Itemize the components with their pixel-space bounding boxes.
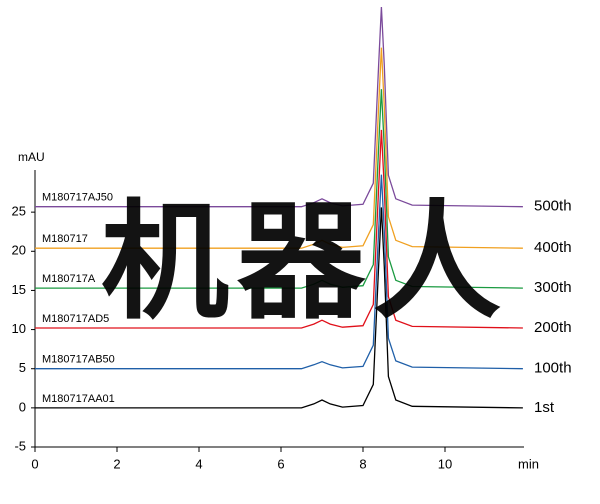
series-sample-label: M180717A xyxy=(42,273,96,285)
legend-label: 200th xyxy=(534,319,572,336)
series-sample-label: M180717AD5 xyxy=(42,313,109,325)
watermark: 机器人 xyxy=(101,191,509,334)
y-tick-label: 20 xyxy=(12,243,26,258)
series-sample-label: M180717AA01 xyxy=(42,393,115,405)
legend-label: 500th xyxy=(534,198,572,215)
series-line xyxy=(35,174,523,370)
series-line xyxy=(35,207,523,409)
series-line xyxy=(35,89,523,289)
x-tick-label: 8 xyxy=(359,456,366,471)
series-sample-label: M180717AB50 xyxy=(42,354,115,366)
legend-label: 300th xyxy=(534,279,572,296)
x-tick-label: 4 xyxy=(195,456,202,471)
x-axis-label: min xyxy=(518,456,539,471)
x-tick-label: 0 xyxy=(31,456,38,471)
series-sample-label: M180717AJ50 xyxy=(42,192,113,204)
y-tick-label: 15 xyxy=(12,282,26,297)
legend-label: 100th xyxy=(534,360,572,377)
y-axis-label: mAU xyxy=(18,150,45,164)
y-tick-label: 10 xyxy=(12,321,26,336)
legend-label: 1st xyxy=(534,399,555,416)
legend-label: 400th xyxy=(534,239,572,256)
y-tick-label: -5 xyxy=(14,438,26,453)
series-line xyxy=(35,6,523,208)
series-line xyxy=(35,129,523,329)
series-line xyxy=(35,47,523,249)
x-tick-label: 2 xyxy=(113,456,120,471)
x-tick-label: 10 xyxy=(438,456,452,471)
y-tick-label: 0 xyxy=(19,399,26,414)
y-tick-label: 25 xyxy=(12,204,26,219)
x-tick-label: 6 xyxy=(277,456,284,471)
series-sample-label: M180717 xyxy=(42,233,88,245)
y-tick-label: 5 xyxy=(19,360,26,375)
